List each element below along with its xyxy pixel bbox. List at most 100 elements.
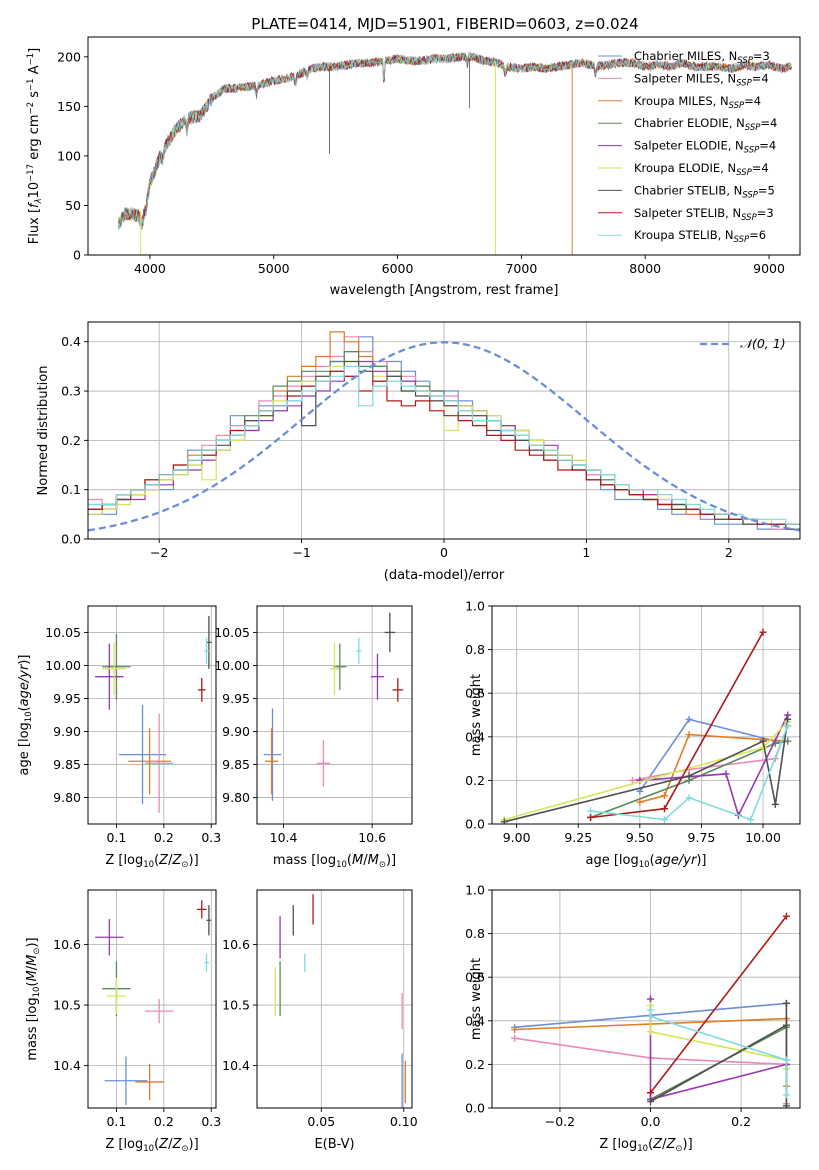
age_vs_weight-xtick-label: 10.00 <box>745 830 781 845</box>
age_vs_weight-xtick-label: 9.25 <box>564 830 592 845</box>
z_vs_age-plot-area <box>95 615 212 813</box>
z_vs_age-ytick-label: 9.95 <box>53 691 81 706</box>
mass_vs_age-ytick-label: 10.05 <box>214 625 250 640</box>
spectrum-ytick-label: 0 <box>73 248 81 263</box>
spectrum-legend-label: Salpeter MILES, NSSP=4 <box>634 71 769 88</box>
z_vs_age-xtick-label: 0.3 <box>201 830 221 845</box>
z_vs_weight-point-marker <box>647 1028 655 1036</box>
mass-vs-age-xlabel: mass [log10(M/M⊙)] <box>273 853 396 870</box>
age_vs_weight-point-marker <box>771 800 779 808</box>
z_vs_weight-point-marker <box>647 1097 655 1105</box>
spectrum-legend-label: Chabrier MILES, NSSP=3 <box>634 49 770 66</box>
z_vs_mass-ytick-label: 10.6 <box>53 937 81 952</box>
residuals-ytick-label: 0.2 <box>61 433 81 448</box>
spectrum-axes-frame <box>87 36 801 256</box>
z_vs_age-ytick-label: 10.05 <box>45 625 81 640</box>
age_vs_weight-point-marker <box>660 805 668 813</box>
age_vs_weight-point-marker <box>759 628 767 636</box>
age_vs_weight-ytick-label: 0.4 <box>465 729 485 744</box>
spectrum-legend-label: Salpeter STELIB, NSSP=3 <box>634 206 774 223</box>
z_vs_age-ytick-label: 9.85 <box>53 757 81 772</box>
z_vs_mass-axes-frame <box>87 889 217 1109</box>
age_vs_weight-point-marker <box>784 722 792 730</box>
z_vs_weight-ylabel: mass weight <box>469 958 484 1040</box>
z_vs_weight-ytick-label: 1.0 <box>465 883 485 898</box>
mass_vs_age-xtick-label: 10.6 <box>358 830 386 845</box>
z_vs_weight-series-line <box>649 915 788 1094</box>
age_vs_weight-point-marker <box>685 794 693 802</box>
z_vs_weight-xtick-label: −0.2 <box>545 1114 575 1129</box>
z_vs_weight-ytick-label: 0.8 <box>465 926 485 941</box>
z_vs_age-ytick-label: 9.80 <box>53 790 81 805</box>
z-vs-age-ylabel: age [log10(age/yr)] <box>17 655 34 776</box>
age_vs_weight-point-marker <box>747 816 755 824</box>
z_vs_age-axes-frame <box>87 605 217 825</box>
residuals-legend-label: 𝒩(0, 1) <box>740 336 786 351</box>
z_vs_weight-point-marker <box>511 1026 519 1034</box>
z_vs_age-ytick-label: 9.90 <box>53 724 81 739</box>
age_vs_weight-point-marker <box>636 798 644 806</box>
z_vs_weight-point-marker <box>782 1021 790 1029</box>
spectrum-legend-label: Chabrier STELIB, NSSP=5 <box>634 183 775 200</box>
age_vs_weight-point-marker <box>685 772 693 780</box>
age_vs_weight-point-marker <box>685 715 693 723</box>
z-vs-mass-ylabel: mass [log10(M/M⊙)] <box>25 937 42 1060</box>
spectrum-xtick-label: 9000 <box>753 261 785 276</box>
z_vs_weight-xtick-label: 0.0 <box>641 1114 661 1129</box>
age_vs_weight-series-line <box>639 733 788 803</box>
age_vs_weight-xtick-label: 9.00 <box>503 830 531 845</box>
spectrum-series-line <box>117 51 792 230</box>
age_vs_weight-ylabel: mass weight <box>469 674 484 756</box>
spectrum-legend-label: Kroupa MILES, NSSP=4 <box>634 94 761 111</box>
residuals-ytick-label: 0.3 <box>61 384 81 399</box>
z_vs_mass-ytick-label: 10.5 <box>53 998 81 1013</box>
age_vs_weight-point-marker <box>759 737 767 745</box>
ebv_vs_mass-axes-frame <box>256 889 413 1109</box>
z_vs_weight-ytick-label: 0.6 <box>465 970 485 985</box>
z_vs_weight-plot-area <box>511 912 790 1108</box>
residuals-gaussian-curve <box>88 341 800 532</box>
age_vs_weight-point-marker <box>685 731 693 739</box>
age_vs_weight-series-line <box>504 719 789 823</box>
age_vs_weight-ytick-label: 0.6 <box>465 686 485 701</box>
age_vs_weight-xtick-label: 9.75 <box>688 830 716 845</box>
z_vs_weight-point-marker <box>782 999 790 1007</box>
age_vs_weight-ytick-label: 1.0 <box>465 599 485 614</box>
spectrum-ytick-label: 50 <box>65 198 81 213</box>
age_vs_weight-xtick-label: 9.50 <box>626 830 654 845</box>
ebv_vs_mass-ytick-label: 10.6 <box>222 937 250 952</box>
age_vs_weight-point-marker <box>722 770 730 778</box>
residuals-xlabel: (data-model)/error <box>384 568 505 583</box>
mass_vs_age-ytick-label: 9.95 <box>222 691 250 706</box>
residuals-xtick-label: −1 <box>292 545 310 560</box>
residuals-plot-area <box>88 331 800 532</box>
spectrum-xtick-label: 5000 <box>258 261 290 276</box>
age_vs_weight-series-line <box>504 720 789 821</box>
z_vs_weight-point-marker <box>647 1089 655 1097</box>
spectrum-xtick-label: 6000 <box>382 261 414 276</box>
residuals-ytick-label: 0.4 <box>61 334 81 349</box>
z_vs_mass-xtick-label: 0.1 <box>106 1114 126 1129</box>
age_vs_weight-point-marker <box>587 813 595 821</box>
z_vs_weight-point-marker <box>511 1034 519 1042</box>
spectrum-legend-label: Kroupa ELODIE, NSSP=4 <box>634 161 769 178</box>
z_vs_weight-point-marker <box>647 995 655 1003</box>
ebv-vs-mass-xlabel: E(B-V) <box>314 1137 354 1152</box>
z_vs_weight-point-marker <box>782 1102 790 1108</box>
mass_vs_age-ytick-label: 9.90 <box>222 724 250 739</box>
age_vs_weight-point-marker <box>587 807 595 815</box>
residuals-xtick-label: −2 <box>150 545 168 560</box>
residuals-xtick-label: 2 <box>725 545 733 560</box>
age_vs_weight-point-marker <box>660 816 668 824</box>
residuals-histogram <box>88 365 800 525</box>
age_vs_weight-ytick-label: 0.8 <box>465 642 485 657</box>
spectrum-plot-area <box>117 51 792 255</box>
spectrum-legend-label: Salpeter ELODIE, NSSP=4 <box>634 139 776 156</box>
spectrum-legend-label: Kroupa STELIB, NSSP=6 <box>634 228 766 245</box>
z_vs_age-xtick-label: 0.2 <box>154 830 174 845</box>
ebv_vs_mass-xtick-label: 0.05 <box>307 1114 335 1129</box>
residuals-ytick-label: 0.1 <box>61 482 81 497</box>
age_vs_weight-ytick-label: 0.0 <box>465 817 485 832</box>
age_vs_weight-series-line <box>590 631 764 819</box>
